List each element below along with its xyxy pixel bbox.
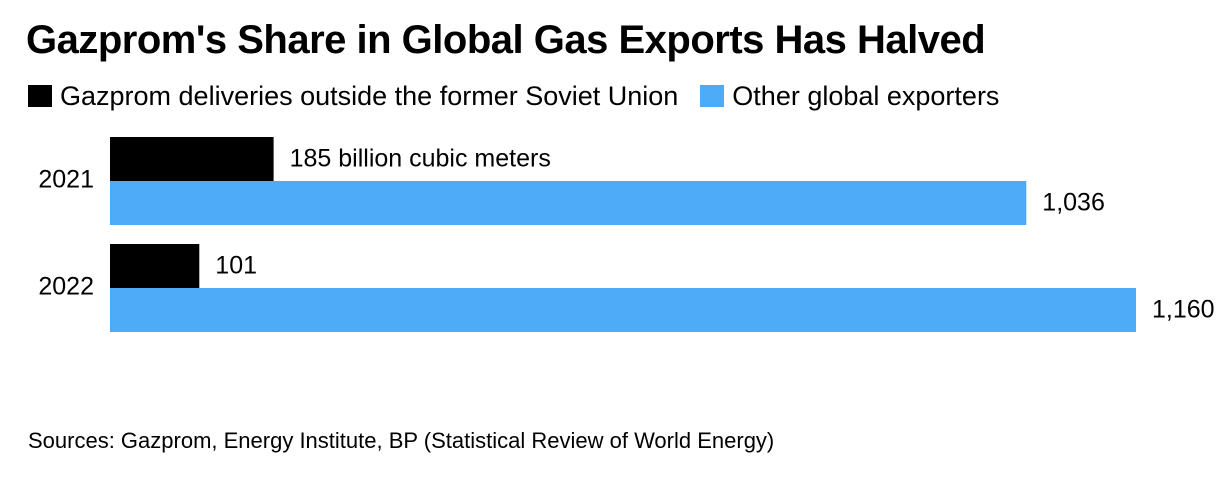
bar-other-exporters-2022 bbox=[110, 288, 1136, 332]
data-label-other-exporters-2022: 1,160 bbox=[1152, 296, 1215, 324]
data-label-gazprom-2022: 101 bbox=[215, 252, 257, 280]
legend-swatch-other-exporters bbox=[700, 85, 725, 107]
chart-title: Gazprom's Share in Global Gas Exports Ha… bbox=[26, 18, 986, 62]
data-label-gazprom-2021: 185 billion cubic meters bbox=[290, 145, 551, 173]
bar-gazprom-2021 bbox=[110, 137, 274, 181]
category-label-2022: 2022 bbox=[38, 273, 94, 301]
bar-other-exporters-2021 bbox=[110, 181, 1027, 225]
category-label-2021: 2021 bbox=[38, 166, 94, 194]
legend-swatch-gazprom bbox=[28, 85, 52, 107]
source-note: Sources: Gazprom, Energy Institute, BP (… bbox=[28, 428, 775, 453]
bar-gazprom-2022 bbox=[110, 244, 200, 288]
legend-label-other-exporters: Other global exporters bbox=[732, 80, 1000, 111]
legend-item-other-exporters: Other global exporters bbox=[700, 81, 999, 112]
data-label-other-exporters-2021: 1,036 bbox=[1042, 189, 1105, 217]
legend-item-gazprom: Gazprom deliveries outside the former So… bbox=[28, 81, 678, 112]
bar-chart: 2021 185 billion cubic meters 1,036 2022 101… bbox=[38, 137, 1215, 332]
legend: Gazprom deliveries outside the former So… bbox=[28, 80, 1021, 112]
legend-label-gazprom: Gazprom deliveries outside the former So… bbox=[60, 80, 679, 111]
